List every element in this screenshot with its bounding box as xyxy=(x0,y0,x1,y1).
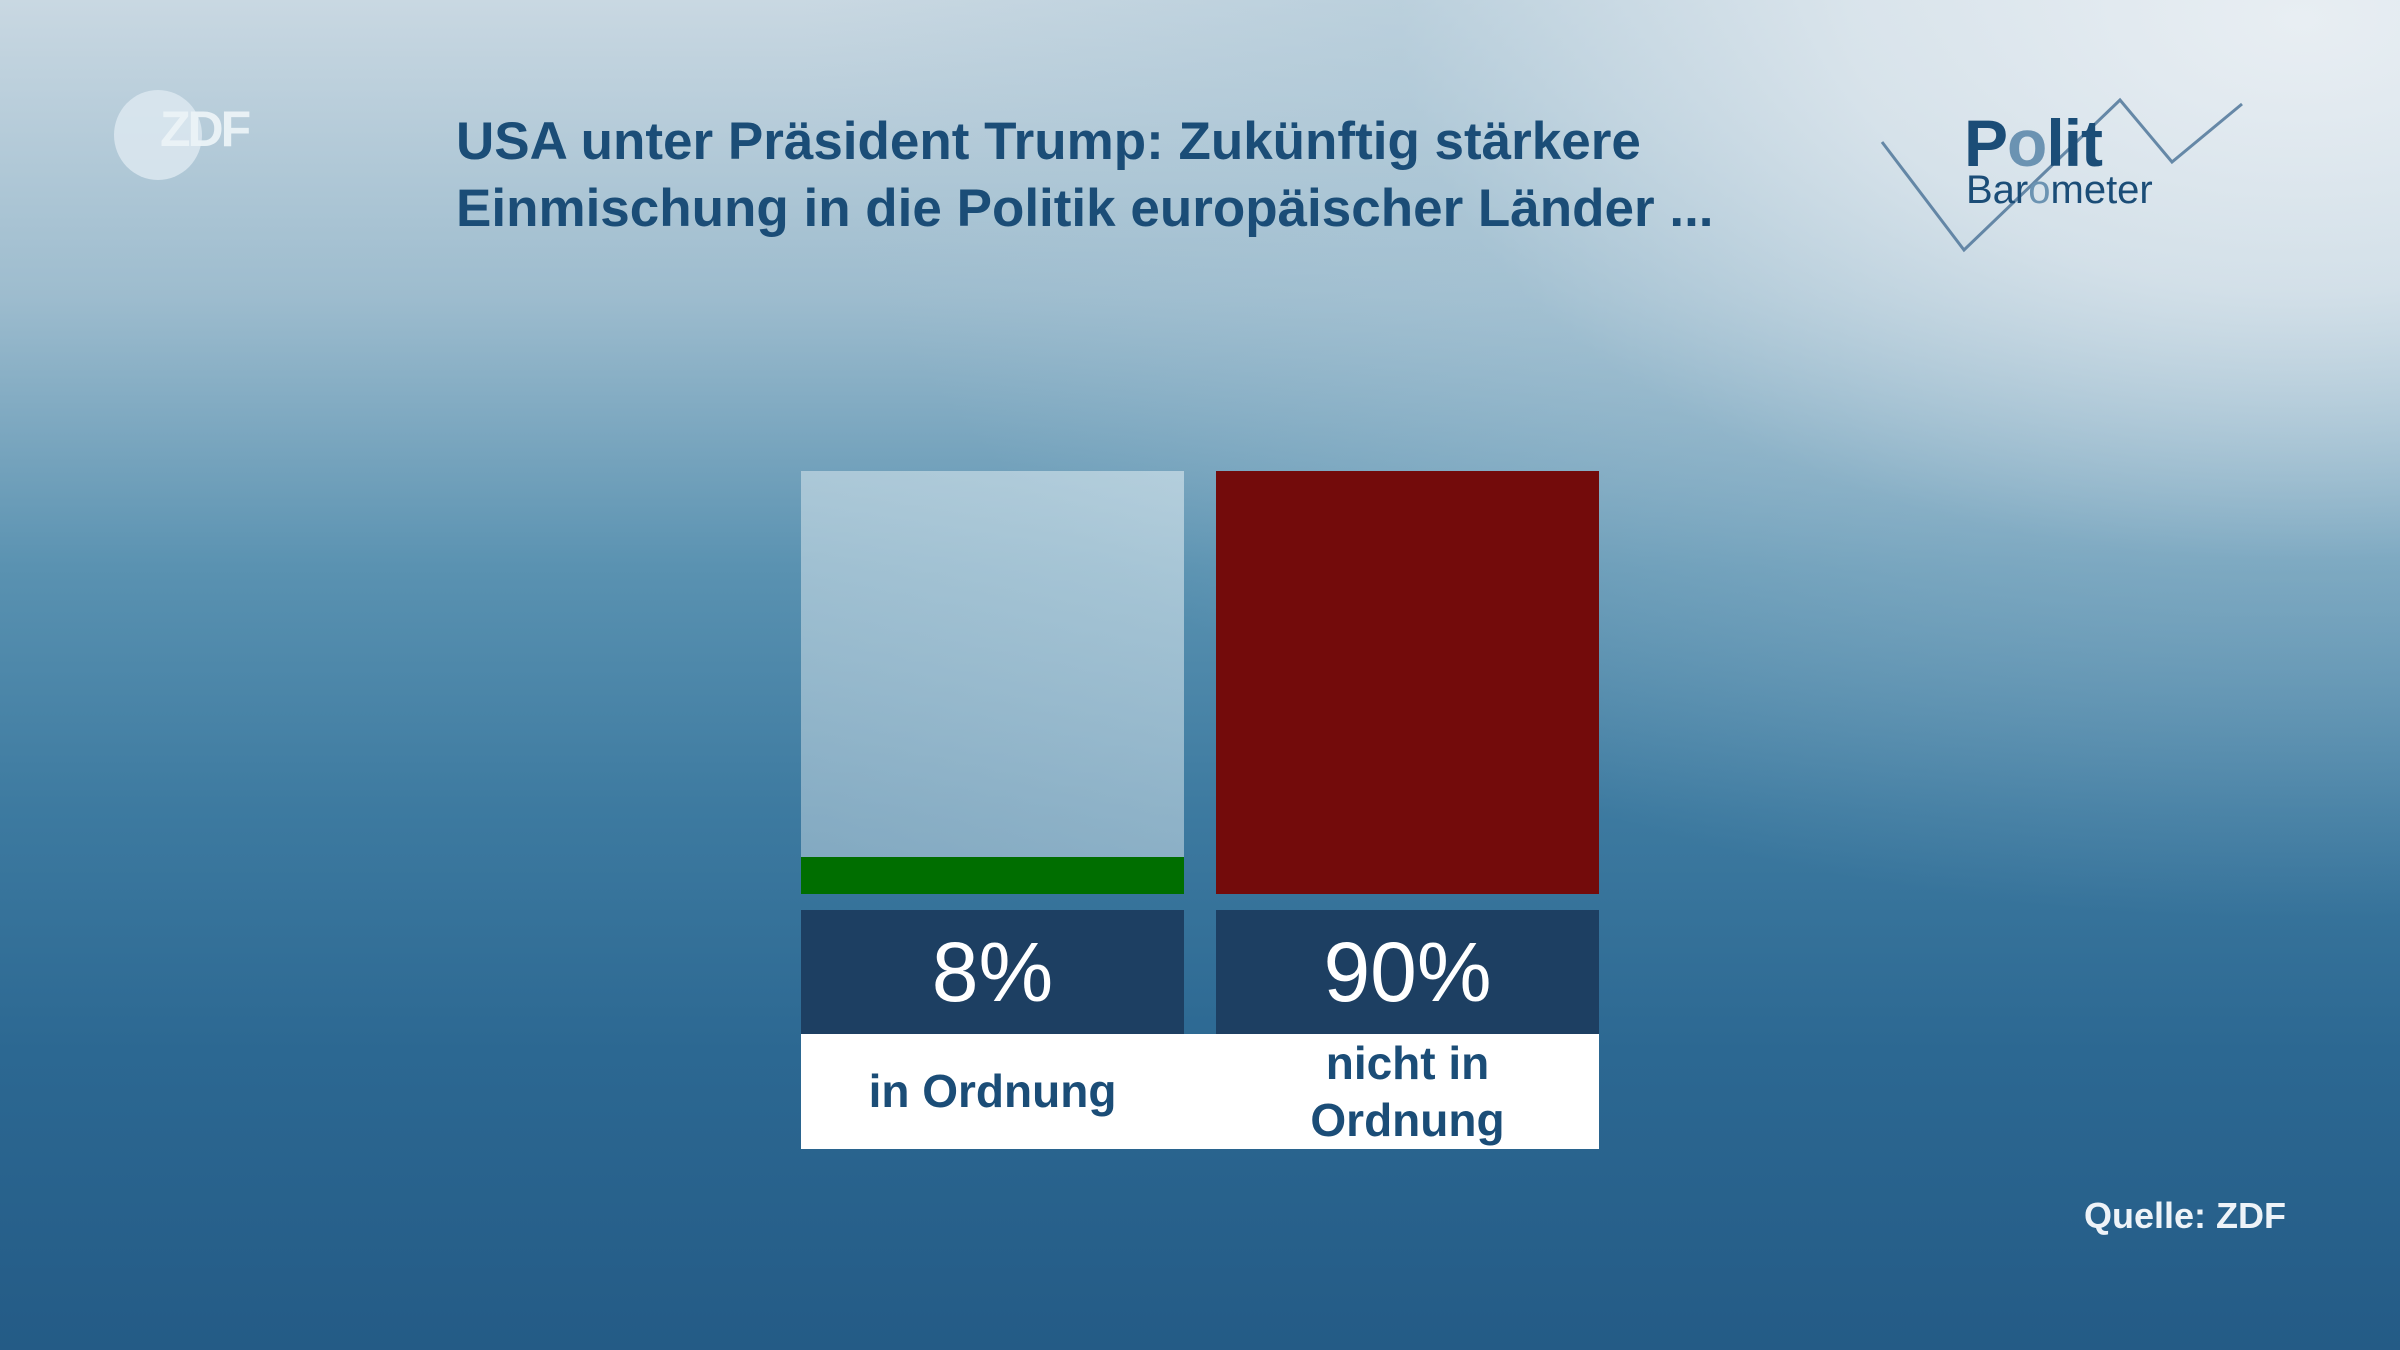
category-label-nicht-in-ordnung: nicht in Ordnung xyxy=(1310,1036,1505,1146)
zdf-logo-text: ZDF xyxy=(160,101,251,157)
politbarometer-logo: Polit Barometer xyxy=(1870,90,2270,260)
chart-title: USA unter Präsident Trump: Zukünftig stä… xyxy=(456,108,1816,242)
bar-track-nicht-in-ordnung xyxy=(1216,471,1599,894)
zdf-logo-circle-icon xyxy=(114,90,202,180)
chart-title-line-1: USA unter Präsident Trump: Zukünftig stä… xyxy=(456,112,1641,171)
bar-track-in-ordnung xyxy=(801,471,1184,894)
politbarometer-logo-barometer: Barometer xyxy=(1966,168,2153,212)
bar-nicht-in-ordnung xyxy=(1216,471,1599,894)
chart-title-line-2: Einmischung in die Politik europäischer … xyxy=(456,179,1714,238)
value-label-in-ordnung: 8% xyxy=(801,910,1184,1034)
category-label-in-ordnung: in Ordnung xyxy=(868,1065,1117,1117)
zigzag-line-icon xyxy=(1880,97,2243,253)
category-label-strip: in Ordnung nicht in Ordnung xyxy=(801,1034,1599,1149)
value-label-nicht-in-ordnung: 90% xyxy=(1216,910,1599,1034)
zdf-logo: ZDF xyxy=(114,90,274,182)
source-note: Quelle: ZDF xyxy=(2083,1195,2286,1236)
politbarometer-logo-polit: Polit xyxy=(1964,106,2103,180)
bar-in-ordnung xyxy=(801,857,1184,894)
